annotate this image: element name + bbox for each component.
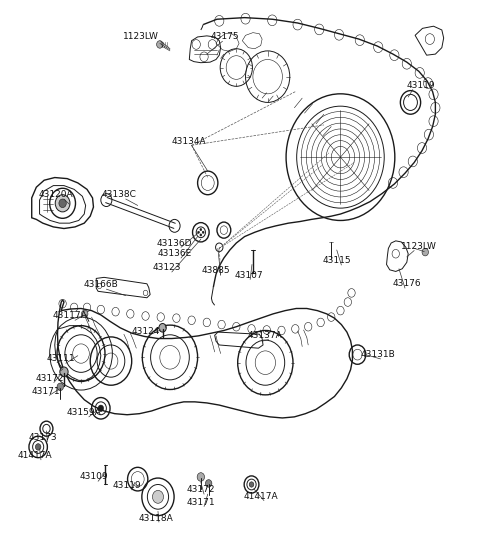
Text: 43119: 43119 — [407, 80, 435, 90]
Text: 43885: 43885 — [202, 267, 230, 276]
Text: 43171: 43171 — [31, 387, 60, 396]
Text: 43131B: 43131B — [361, 350, 396, 359]
Text: 43124: 43124 — [132, 326, 160, 335]
Text: 43175: 43175 — [211, 32, 240, 41]
Circle shape — [82, 310, 88, 318]
Circle shape — [153, 490, 164, 503]
Text: 43166B: 43166B — [84, 281, 118, 290]
Text: 43159A: 43159A — [67, 408, 102, 417]
Circle shape — [55, 195, 70, 212]
Circle shape — [159, 324, 166, 332]
Text: 43118A: 43118A — [139, 514, 173, 523]
Circle shape — [57, 383, 63, 391]
Circle shape — [200, 234, 202, 236]
Text: 43136D: 43136D — [157, 239, 192, 248]
Circle shape — [156, 41, 163, 48]
Text: 43176: 43176 — [393, 280, 421, 288]
Text: 43120A: 43120A — [38, 190, 73, 199]
Text: 43117A: 43117A — [53, 311, 88, 320]
Text: 43107: 43107 — [235, 271, 264, 280]
Text: 43109: 43109 — [79, 472, 108, 481]
Circle shape — [59, 199, 66, 207]
Text: 43137A: 43137A — [248, 331, 283, 340]
Circle shape — [197, 473, 204, 481]
Text: 1123LW: 1123LW — [401, 241, 437, 251]
Circle shape — [205, 480, 212, 487]
Text: 1123LW: 1123LW — [123, 32, 159, 41]
Circle shape — [422, 248, 429, 256]
Text: 43172: 43172 — [187, 485, 215, 494]
Circle shape — [200, 229, 202, 231]
Text: 41417A: 41417A — [243, 492, 278, 501]
Circle shape — [249, 482, 254, 487]
Text: 43172: 43172 — [36, 374, 64, 383]
Text: 43136E: 43136E — [157, 249, 192, 258]
Text: 43115: 43115 — [323, 256, 351, 265]
Text: 43119: 43119 — [113, 481, 142, 490]
Circle shape — [36, 444, 41, 450]
Circle shape — [60, 367, 68, 377]
Circle shape — [98, 405, 104, 411]
Text: 43134A: 43134A — [171, 136, 206, 145]
Text: 43171: 43171 — [187, 498, 215, 506]
Text: 41417A: 41417A — [18, 451, 52, 460]
Text: 43123: 43123 — [153, 263, 181, 272]
Circle shape — [202, 231, 204, 233]
Text: 43138C: 43138C — [102, 190, 137, 199]
Text: 43173: 43173 — [28, 433, 57, 442]
Text: 43111: 43111 — [47, 354, 75, 363]
Circle shape — [198, 231, 200, 233]
